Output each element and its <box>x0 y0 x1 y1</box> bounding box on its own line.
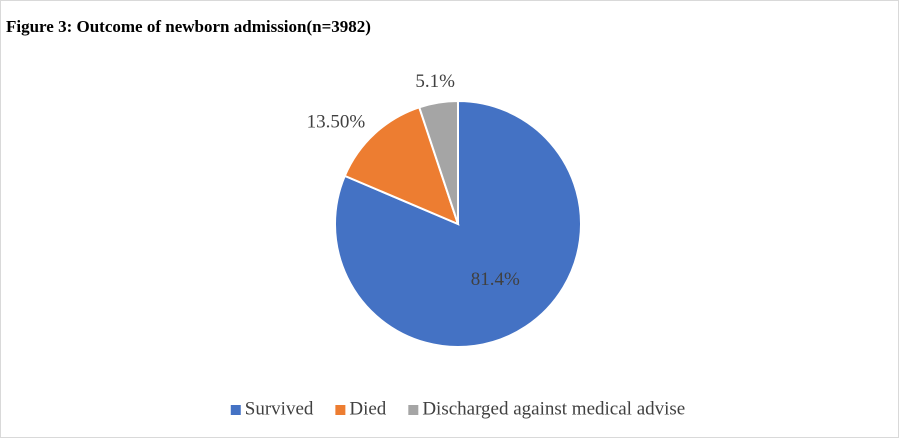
legend-swatch <box>408 405 419 415</box>
legend-label: Died <box>349 398 386 419</box>
legend-swatch <box>335 405 346 415</box>
pie-slice <box>343 105 460 226</box>
data-label: 81.4% <box>471 269 520 290</box>
data-label: 5.1% <box>415 71 455 92</box>
data-label: 13.50% <box>307 112 366 133</box>
legend-label: Survived <box>245 398 314 419</box>
legend-label: Discharged against medical advise <box>422 398 685 419</box>
pie-slice <box>417 99 459 225</box>
legend-swatch <box>230 405 241 415</box>
chart-title: Figure 3: Outcome of newborn admission(n… <box>6 17 371 36</box>
